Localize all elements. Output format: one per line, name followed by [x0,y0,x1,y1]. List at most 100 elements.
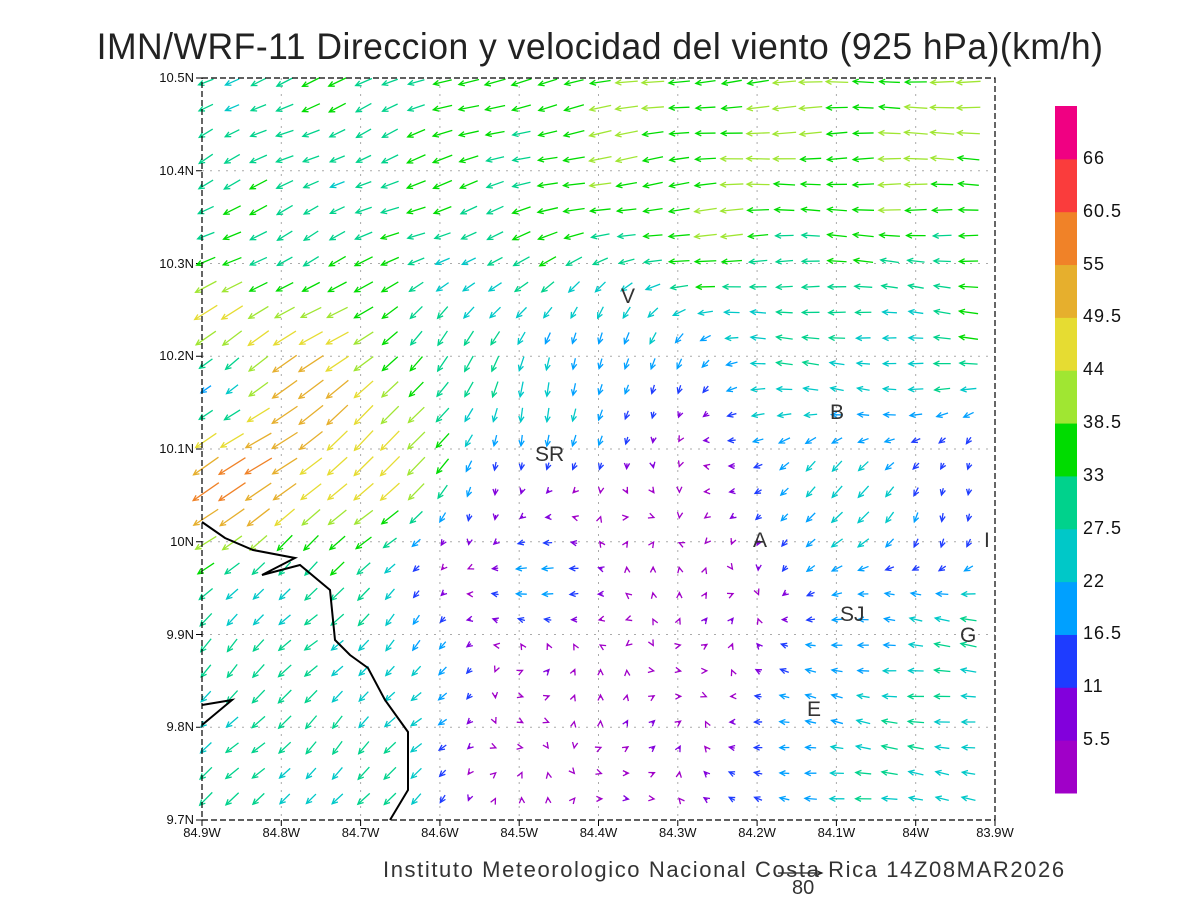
wind-vector [354,102,372,113]
wind-vector [622,719,629,727]
wind-vector [855,693,870,700]
wind-vector [754,668,762,675]
wind-vector [908,411,923,419]
wind-vector [272,482,297,501]
wind-vector [491,407,498,423]
wind-vector [492,642,501,649]
wind-vector [960,795,976,802]
wind-vector [594,281,606,293]
wind-vector [648,745,656,753]
wind-vector [857,485,870,499]
wind-vector [877,103,901,111]
wind-vector [906,693,924,700]
wind-vector [197,78,214,87]
wind-vector [384,665,395,677]
wind-vector [857,590,869,598]
wind-vector [436,306,449,320]
coastline [201,521,409,821]
map-frame [201,77,996,821]
wind-vector [518,796,526,804]
wind-vector [963,565,974,572]
wind-vector [933,744,950,751]
wind-vector [597,332,604,345]
wind-vector [856,411,870,418]
wind-vector [573,643,579,651]
wind-vector [623,358,630,371]
wind-vector [274,508,295,527]
wind-vector [440,563,448,571]
wind-vector [880,718,898,725]
wind-vector [199,385,212,394]
wind-vector [356,792,371,806]
wind-vector [438,641,447,650]
wind-vector [650,384,657,395]
wind-vector [746,232,769,240]
reference-vector-value: 80 [792,877,815,899]
wind-vector [746,79,769,86]
wind-vector [570,720,577,728]
wind-vector [803,795,817,802]
wind-vector [385,639,395,652]
wind-vector [563,232,584,240]
wind-vector [407,406,425,424]
wind-vector [198,409,214,421]
wind-vector [753,588,760,596]
wind-vector [720,104,743,112]
wind-vector [855,360,871,367]
wind-vector [463,330,475,347]
wind-vector [380,180,399,189]
colorbar-label: 16.5 [1083,623,1123,644]
wind-vector [191,482,220,502]
wind-vector [379,232,400,240]
wind-vector [466,486,473,498]
wind-vector [929,155,954,162]
wind-vector [353,306,374,319]
wind-vector [597,719,604,727]
wind-vector [907,283,924,290]
wind-vector [278,767,291,779]
wind-vector [491,381,499,399]
wind-vector [748,283,767,291]
wind-vector [882,616,896,623]
colorbar-label: 60.5 [1083,200,1123,221]
wind-vector [959,616,977,623]
wind-vector [250,77,266,87]
wind-vector [380,510,399,525]
wind-vector [384,588,395,601]
wind-vector [380,256,400,266]
wind-vector [932,360,951,367]
wind-vector [749,334,766,341]
wind-vector [703,512,711,519]
wind-vector [648,771,656,778]
wind-vector [511,130,531,138]
wind-vector [962,411,974,418]
wind-vector [753,693,762,700]
wind-vector [857,461,869,472]
wind-vector [754,513,762,521]
wind-vector [830,718,844,725]
wind-vector [409,356,423,372]
wind-vector [406,79,425,86]
wind-vector [570,434,578,448]
wind-vector [300,483,322,501]
wind-vector [492,461,499,472]
wind-vector [885,511,895,524]
wind-vector [568,590,579,598]
wind-vector [330,639,344,651]
wind-vector [649,565,657,573]
wind-vector [542,306,553,319]
wind-vector [464,408,474,423]
wind-vector [617,258,635,266]
wind-vector [244,432,272,449]
wind-vector [621,745,630,753]
wind-vector [727,771,736,777]
wind-vector [303,639,318,651]
wind-vector [483,78,506,87]
wind-vector [518,407,525,424]
wind-vector [542,539,553,546]
wind-vector [884,462,895,471]
map-title: IMN/WRF-11 Direccion y velocidad del vie… [96,26,1104,67]
colorbar-bin [1055,264,1077,318]
wind-vector [305,767,317,780]
wind-vector [778,744,790,751]
